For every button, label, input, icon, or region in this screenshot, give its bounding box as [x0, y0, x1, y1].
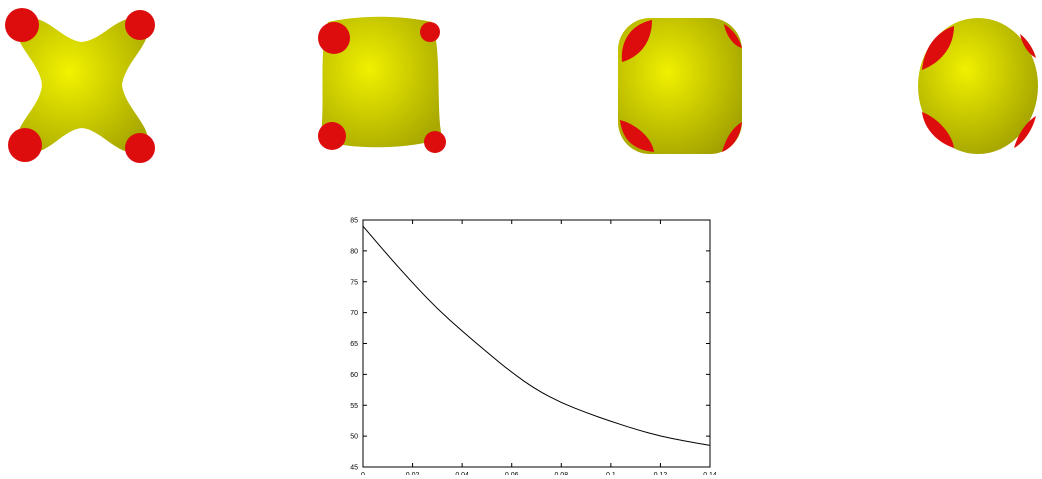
- sphere-tip-bottom-right: [1014, 116, 1036, 148]
- concave-tip-bottom-right: [424, 131, 446, 153]
- series-line: [362, 225, 711, 446]
- y-tick-label: 75: [350, 279, 358, 286]
- concave-tip-bottom-left: [318, 122, 346, 150]
- cross-tip-top-left: [5, 8, 39, 42]
- x-tick-label: 0.1: [606, 472, 616, 475]
- cross-body: [16, 17, 149, 153]
- y-tick-label: 85: [350, 218, 358, 225]
- sphere-tip-top-left: [922, 26, 954, 70]
- y-tick-label: 80: [350, 248, 358, 255]
- decay-line-chart: 0 0.02 0.04 0.06 0.08 0.1 0.12 0.14 45 50 55 60 65 70…: [350, 218, 717, 476]
- y-tick-label: 65: [350, 341, 358, 348]
- sphere-tip-top-right: [1020, 34, 1036, 58]
- cross-shape: [5, 8, 155, 163]
- y-tick-label: 70: [350, 310, 358, 317]
- x-tick-label: 0.02: [406, 472, 420, 475]
- x-tick-label: 0: [361, 472, 365, 475]
- y-tick-label: 60: [350, 372, 358, 379]
- sphere-shape: [918, 18, 1038, 154]
- rounded-square-shape: [618, 18, 742, 154]
- sphere-tip-bottom-left: [922, 112, 954, 148]
- x-tick-label: 0.08: [554, 472, 568, 475]
- concave-square-body: [320, 16, 442, 148]
- rounded-square-tip-bottom-right: [722, 122, 742, 152]
- x-tick-label: 0.12: [654, 472, 668, 475]
- rounded-square-tip-top-right: [724, 24, 742, 48]
- y-tick-label: 45: [350, 465, 358, 472]
- x-tick-label: 0.04: [455, 472, 469, 475]
- cross-tip-top-right: [125, 10, 155, 40]
- concave-square-shape: [318, 16, 446, 153]
- cross-tip-bottom-left: [8, 128, 42, 162]
- y-tick-label: 55: [350, 403, 358, 410]
- rounded-square-tip-bottom-left: [620, 120, 654, 152]
- x-tick-label: 0.14: [703, 472, 717, 475]
- concave-tip-top-right: [420, 22, 440, 42]
- rounded-square-body: [618, 18, 742, 154]
- cross-tip-bottom-right: [125, 133, 155, 163]
- sphere-body: [918, 18, 1038, 154]
- plot-frame: [362, 219, 711, 468]
- concave-tip-top-left: [318, 22, 350, 54]
- rounded-square-tip-top-left: [621, 20, 652, 62]
- y-tick-label: 50: [350, 434, 358, 441]
- x-tick-label: 0.06: [505, 472, 519, 475]
